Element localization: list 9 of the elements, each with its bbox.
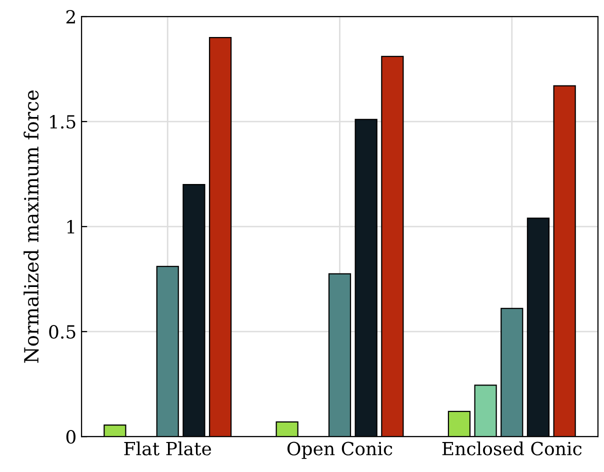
y-tick-label: 0.5 <box>49 325 76 339</box>
y-tick-label: 0 <box>66 430 76 444</box>
y-axis-title: Normalized maximum force <box>24 90 39 363</box>
x-tick-label: Flat Plate <box>124 441 212 456</box>
x-tick-label: Enclosed Conic <box>442 441 582 456</box>
y-tick-label: 1 <box>67 220 74 234</box>
x-tick-label: Open Conic <box>287 442 392 459</box>
y-tick-label: 2 <box>66 10 75 24</box>
y-tick-label: 1.5 <box>50 115 76 129</box>
